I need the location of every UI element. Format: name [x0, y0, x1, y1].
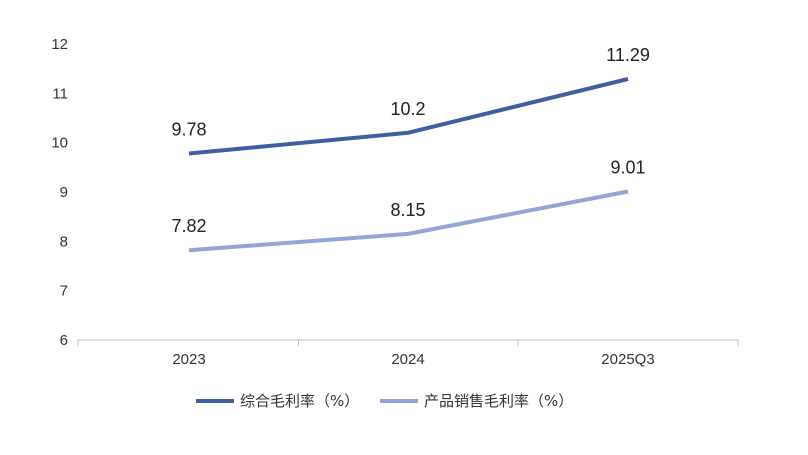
legend-label-2: 产品销售毛利率（%）	[424, 392, 573, 410]
y-tick-label: 10	[51, 135, 68, 152]
data-labels: 9.78 10.2 11.29 7.82 8.15 9.01	[171, 45, 649, 236]
data-label: 11.29	[606, 45, 650, 65]
x-axis: 2023 2024 2025Q3	[77, 339, 739, 368]
y-tick-label: 11	[52, 85, 68, 102]
y-tick-label: 12	[51, 36, 68, 53]
y-tick-label: 9	[60, 184, 68, 201]
legend-label-1: 综合毛利率（%）	[240, 392, 359, 410]
y-tick-label: 7	[60, 283, 68, 300]
data-label: 9.01	[610, 158, 645, 178]
x-tick-label: 2023	[172, 351, 205, 368]
x-tick-label: 2025Q3	[601, 351, 654, 368]
data-label: 8.15	[390, 200, 425, 220]
data-label: 7.82	[171, 216, 206, 236]
y-tick-label: 6	[60, 332, 68, 349]
data-label: 9.78	[171, 120, 206, 140]
data-label: 10.2	[390, 99, 425, 119]
y-tick-label: 8	[60, 233, 68, 250]
y-axis: 6 7 8 9 10 11 12	[51, 36, 68, 349]
legend: 综合毛利率（%） 产品销售毛利率（%）	[196, 392, 573, 410]
series-line-1	[188, 77, 629, 156]
x-tick-label: 2024	[391, 351, 424, 368]
series-layer	[188, 77, 629, 253]
series-line-2	[188, 189, 629, 253]
